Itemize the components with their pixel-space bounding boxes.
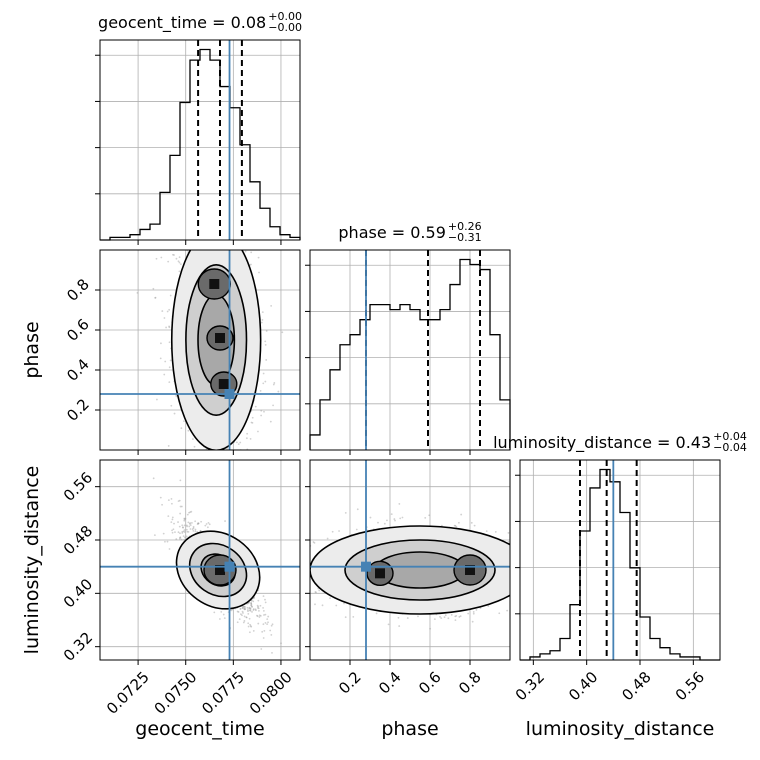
panel-border (99, 39, 301, 241)
x-tick-label-geocent_time: 0.0725 (103, 668, 153, 718)
truth-marker (361, 561, 371, 572)
panel-title-lower-luminosity_distance: −0.04 (713, 441, 747, 454)
x-tick-label-phase: 0.8 (455, 668, 485, 698)
panel-border (99, 249, 301, 451)
density-max-cell-1 (215, 333, 225, 343)
panel-title-phase: phase = 0.59 (338, 223, 445, 242)
hist-panel-phase: phase = 0.59 +0.26−0.31 (305, 220, 511, 451)
panel-border (519, 459, 721, 661)
truth-marker (224, 561, 235, 572)
panel-title-lower-geocent_time: −0.00 (268, 21, 302, 34)
y-tick-label-luminosity_distance: 0.32 (60, 628, 96, 664)
panel-title-upper-geocent_time: +0.00 (268, 10, 302, 23)
truth-marker (224, 389, 235, 399)
panel-title-geocent_time: geocent_time = 0.08 (98, 13, 266, 33)
panel-border (99, 459, 301, 661)
x-tick-label-phase: 0.6 (415, 668, 445, 698)
hist-panel-luminosity_distance: luminosity_distance = 0.43 +0.04−0.04 (493, 430, 747, 661)
density-max-cell-1 (375, 568, 385, 579)
x-tick-label-phase: 0.2 (335, 668, 365, 698)
x-axis-label-geocent_time: geocent_time (135, 718, 264, 740)
y-tick-label-luminosity_distance: 0.56 (60, 468, 96, 504)
x-tick-label-phase: 0.4 (375, 668, 405, 698)
y-tick-label-phase: 0.8 (63, 275, 93, 305)
x-tick-label-luminosity_distance: 0.56 (672, 668, 708, 704)
y-tick-label-phase: 0.6 (63, 315, 93, 345)
y-axis-label-phase: phase (21, 321, 43, 378)
panel-border (309, 249, 511, 451)
x-tick-label-luminosity_distance: 0.48 (618, 668, 654, 704)
density-max-cell-2 (218, 379, 229, 389)
y-tick-label-luminosity_distance: 0.40 (60, 575, 96, 611)
y-tick-label-phase: 0.2 (63, 395, 93, 425)
hist-step-luminosity_distance (520, 468, 720, 661)
x-tick-label-geocent_time: 0.0800 (246, 668, 296, 718)
density-max-cell-0 (215, 565, 225, 575)
x-tick-label-geocent_time: 0.0775 (198, 668, 248, 718)
scatter-panel-geocent_time-luminosity_distance (99, 459, 301, 661)
panel-border (309, 459, 511, 661)
x-tick-label-luminosity_distance: 0.40 (565, 668, 601, 704)
density-max-cell-0 (465, 565, 475, 575)
density-max-cell-0 (209, 279, 220, 289)
hist-step-geocent_time (100, 48, 301, 241)
panel-title-upper-luminosity_distance: +0.04 (713, 430, 747, 443)
x-axis-label-luminosity_distance: luminosity_distance (526, 718, 715, 740)
hist-panel-geocent_time: geocent_time = 0.08 +0.00−0.00 (95, 10, 302, 241)
panel-title-upper-phase: +0.26 (448, 220, 482, 233)
y-tick-label-luminosity_distance: 0.48 (60, 522, 96, 558)
hist-step-phase (309, 258, 511, 450)
y-axis-label-luminosity_distance: luminosity_distance (21, 466, 43, 655)
panel-title-lower-phase: −0.31 (448, 231, 482, 244)
x-tick-label-geocent_time: 0.0750 (151, 668, 201, 718)
y-tick-label-phase: 0.4 (63, 355, 93, 385)
x-axis-label-phase: phase (381, 718, 438, 740)
scatter-panel-phase-luminosity_distance (309, 459, 511, 661)
scatter-panel-geocent_time-phase (99, 249, 301, 451)
panel-title-luminosity_distance: luminosity_distance = 0.43 (493, 433, 711, 453)
x-tick-label-luminosity_distance: 0.32 (512, 668, 548, 704)
